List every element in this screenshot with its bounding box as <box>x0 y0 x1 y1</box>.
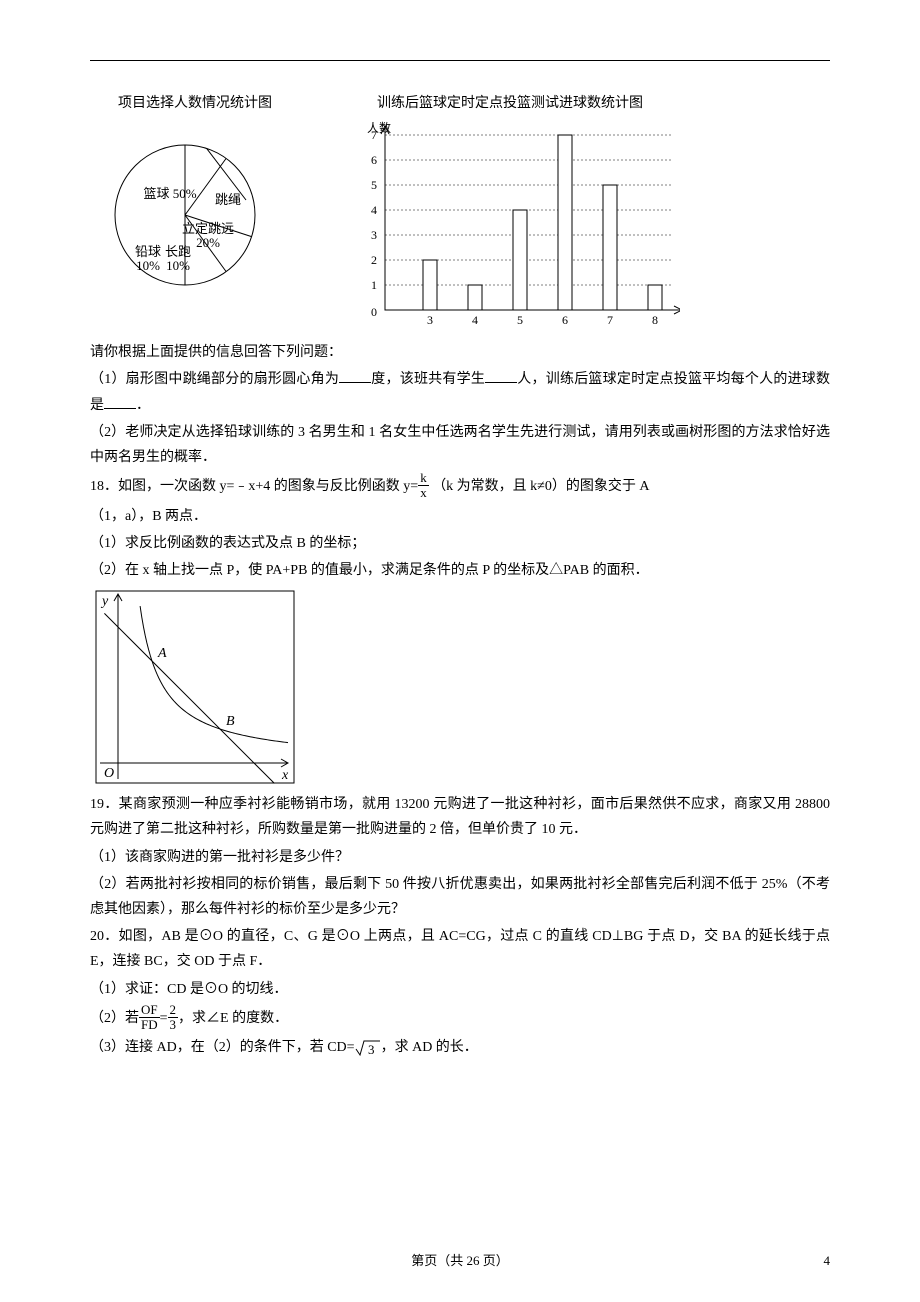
svg-text:长跑: 长跑 <box>165 244 191 259</box>
bar-chart: 12345670345678人数进球数 <box>340 120 680 330</box>
bar-title: 训练后篮球定时定点投篮测试进球数统计图 <box>340 91 680 116</box>
svg-text:铅球: 铅球 <box>135 244 161 259</box>
body-text: 请你根据上面提供的信息回答下列问题： （1）扇形图中跳绳部分的扇形圆心角为 度，该… <box>90 340 830 1060</box>
p18-c: （1，a），B 两点． <box>90 504 830 529</box>
svg-text:8: 8 <box>652 313 658 327</box>
q1-d: ． <box>136 398 150 413</box>
q1-a: （1）扇形图中跳绳部分的扇形圆心角为 <box>90 372 339 387</box>
p18-a: 18．如图，一次函数 y=﹣x+4 的图象与反比例函数 y= <box>90 479 418 494</box>
svg-text:O: O <box>104 766 114 781</box>
svg-text:篮球 50%: 篮球 50% <box>143 186 196 201</box>
blank-1 <box>339 368 371 383</box>
p18: 18．如图，一次函数 y=﹣x+4 的图象与反比例函数 y=kx （k 为常数，… <box>90 472 830 502</box>
svg-text:7: 7 <box>607 313 613 327</box>
p19: 19．某商家预测一种应季衬衫能畅销市场，就用 13200 元购进了一批这种衬衫，… <box>90 792 830 842</box>
p20: 20．如图，AB 是⊙O 的直径，C、G 是⊙O 上两点，且 AC=CG，过点 … <box>90 924 830 974</box>
svg-text:5: 5 <box>517 313 523 327</box>
svg-text:10%: 10% <box>166 258 190 273</box>
svg-text:3: 3 <box>371 228 377 242</box>
frac-of-fd: OFFD <box>139 1003 160 1033</box>
p20-3: （3）连接 AD，在（2）的条件下，若 CD= 3 ，求 AD 的长． <box>90 1035 830 1060</box>
page-number: 4 <box>824 1249 831 1272</box>
q1: （1）扇形图中跳绳部分的扇形圆心角为度，该班共有学生人，训练后篮球定时定点投篮平… <box>90 367 830 417</box>
svg-text:10%: 10% <box>136 258 160 273</box>
svg-text:3: 3 <box>427 313 433 327</box>
blank-3 <box>104 394 136 409</box>
svg-text:x: x <box>281 768 289 783</box>
charts-row: 项目选择人数情况统计图 篮球 50%跳绳立定跳远20%长跑10%铅球10% 训练… <box>90 91 830 330</box>
pie-chart-block: 项目选择人数情况统计图 篮球 50%跳绳立定跳远20%长跑10%铅球10% <box>90 91 300 330</box>
svg-text:6: 6 <box>562 313 568 327</box>
q1-b: 度，该班共有学生 <box>371 372 485 387</box>
svg-text:5: 5 <box>371 178 377 192</box>
p20-2: （2）若OFFD=23，求∠E 的度数． <box>90 1004 830 1034</box>
top-rule <box>90 60 830 61</box>
svg-text:0: 0 <box>371 305 377 319</box>
svg-text:6: 6 <box>371 153 377 167</box>
pie-chart: 篮球 50%跳绳立定跳远20%长跑10%铅球10% <box>90 120 300 320</box>
svg-text:B: B <box>226 714 235 729</box>
svg-text:2: 2 <box>371 253 377 267</box>
pie-title: 项目选择人数情况统计图 <box>90 91 300 116</box>
svg-text:跳绳: 跳绳 <box>215 192 241 207</box>
footer: 第页（共 26 页） <box>0 1249 920 1272</box>
frac-k-x: kx <box>418 471 429 501</box>
frac-2-3: 23 <box>168 1003 179 1033</box>
svg-text:4: 4 <box>371 203 377 217</box>
p20-3a: （3）连接 AD，在（2）的条件下，若 CD= <box>90 1040 355 1055</box>
p18-1: （1）求反比例函数的表达式及点 B 的坐标； <box>90 531 830 556</box>
p20-2a: （2）若 <box>90 1011 139 1026</box>
svg-text:立定跳远: 立定跳远 <box>182 221 234 236</box>
p20-3b: ，求 AD 的长． <box>381 1040 478 1055</box>
svg-text:y: y <box>100 594 109 609</box>
p19-1: （1）该商家购进的第一批衬衫是多少件？ <box>90 845 830 870</box>
svg-text:A: A <box>157 646 167 661</box>
p18-b: （k 为常数，且 k≠0）的图象交于 A <box>432 479 649 494</box>
p18-2: （2）在 x 轴上找一点 P，使 PA+PB 的值最小，求满足条件的点 P 的坐… <box>90 558 830 583</box>
p20-1: （1）求证：CD 是⊙O 的切线． <box>90 977 830 1002</box>
blank-2 <box>485 368 517 383</box>
sqrt-val: 3 <box>368 1042 375 1057</box>
svg-text:20%: 20% <box>196 235 220 250</box>
sqrt-icon: 3 <box>355 1039 381 1057</box>
p19-2: （2）若两批衬衫按相同的标价销售，最后剩下 50 件按八折优惠卖出，如果两批衬衫… <box>90 872 830 922</box>
intro: 请你根据上面提供的信息回答下列问题： <box>90 340 830 365</box>
bar-chart-block: 训练后篮球定时定点投篮测试进球数统计图 12345670345678人数进球数 <box>340 91 680 330</box>
svg-text:4: 4 <box>472 313 478 327</box>
p20-2b: ，求∠E 的度数． <box>178 1011 288 1026</box>
function-graph: y x O A B <box>90 585 300 790</box>
q2: （2）老师决定从选择铅球训练的 3 名男生和 1 名女生中任选两名学生先进行测试… <box>90 420 830 470</box>
svg-text:人数: 人数 <box>367 120 391 135</box>
svg-text:1: 1 <box>371 278 377 292</box>
